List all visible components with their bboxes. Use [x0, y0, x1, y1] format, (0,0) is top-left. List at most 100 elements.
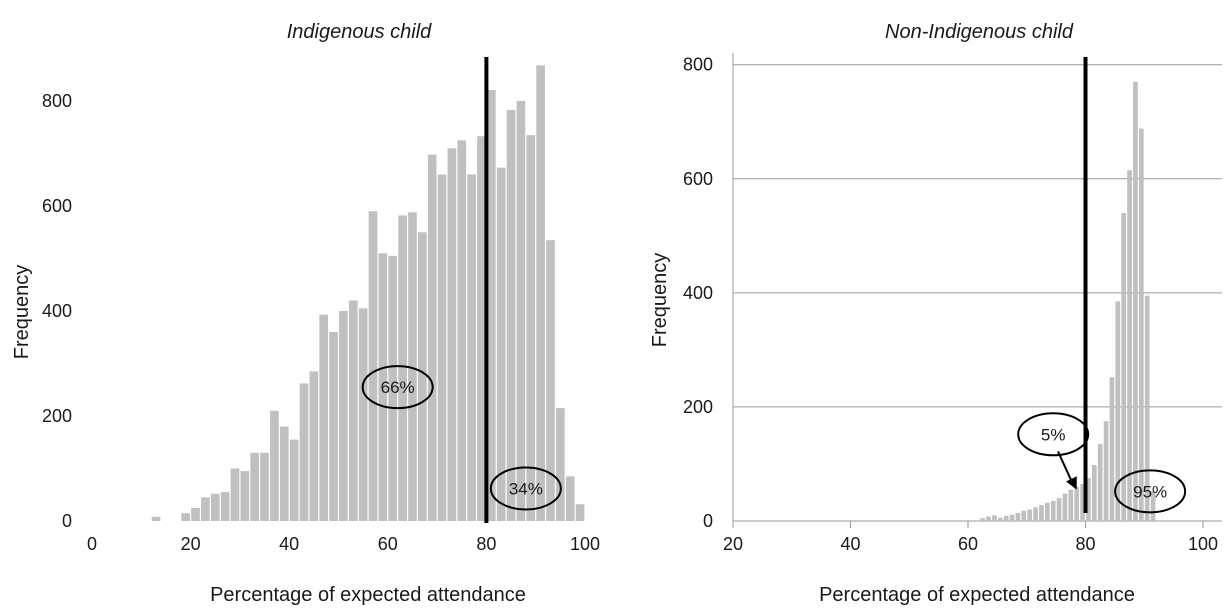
histogram-bar: [230, 468, 240, 521]
histogram-bar: [329, 332, 338, 521]
histogram-bar: [1103, 421, 1109, 521]
x-tick-label: 20: [181, 534, 201, 554]
histogram-bar: [992, 515, 997, 521]
y-tick-label: 200: [683, 397, 713, 417]
histogram-bar: [279, 426, 289, 521]
histogram-bar: [1138, 128, 1144, 521]
chart-indigenous: Indigenous child 66% 34% 0 200 400 600 800 0 2…: [11, 21, 600, 606]
histogram-bar: [1044, 502, 1050, 521]
histogram-bar: [986, 516, 991, 521]
annotation-label: 5%: [1041, 425, 1066, 444]
x-axis-label: Percentage of expected attendance: [210, 584, 526, 606]
histogram-bar: [398, 215, 407, 521]
chart-title: Non-Indigenous child: [885, 21, 1074, 43]
histogram-bar: [388, 255, 398, 521]
x-tick-label: 20: [723, 534, 743, 554]
x-tick-label: 0: [87, 534, 97, 554]
y-axis-label: Frequency: [11, 265, 33, 360]
histogram-bar: [526, 135, 536, 521]
histogram-bar: [1127, 170, 1132, 521]
histogram-bar: [1039, 505, 1044, 521]
annotation-label: 66%: [381, 378, 415, 397]
annotation-label: 95%: [1133, 482, 1167, 501]
histogram-bar: [575, 504, 585, 521]
histogram-bar: [319, 314, 329, 521]
histogram-bar: [1033, 507, 1038, 521]
y-axis-label: Frequency: [649, 253, 671, 348]
arrow-head: [1066, 476, 1077, 490]
histogram-bar: [1062, 493, 1068, 521]
y-tick-label: 200: [42, 406, 72, 426]
histogram-bar: [348, 300, 358, 521]
annotation-ellipse: [489, 466, 562, 511]
y-tick-label: 600: [42, 196, 72, 216]
x-ticks: 0 20 40 60 80 100: [87, 534, 600, 554]
histogram-bar: [250, 452, 260, 521]
histogram-bar: [997, 517, 1003, 521]
histogram-bar: [1015, 513, 1021, 521]
y-tick-label: 400: [683, 283, 713, 303]
histogram-bar: [1056, 498, 1062, 521]
histogram-bar: [1133, 81, 1138, 521]
histogram-bar: [408, 212, 417, 522]
histogram-bar: [358, 308, 368, 521]
histogram-bar: [506, 109, 516, 522]
x-axis-label: Percentage of expected attendance: [819, 584, 1135, 606]
histogram-bar: [260, 452, 269, 521]
y-tick-label: 800: [683, 55, 713, 75]
x-tick-label: 40: [840, 534, 860, 554]
annotation-ellipse: [1114, 469, 1187, 514]
histogram-bar: [437, 174, 447, 521]
histogram-bar: [447, 148, 457, 521]
histogram-bar: [339, 311, 348, 521]
bars-group: [980, 57, 1156, 521]
histogram-bar: [565, 476, 575, 521]
annotation-ellipse: [1017, 412, 1090, 457]
histogram-bar: [1121, 213, 1127, 521]
histogram-bar: [556, 408, 565, 521]
y-ticks: 0 200 400 600 800: [42, 91, 72, 531]
histogram-bar: [427, 154, 437, 522]
histogram-bar: [467, 174, 476, 521]
histogram-bar: [181, 513, 190, 521]
histogram-bar: [1027, 509, 1033, 521]
annotations-group: 66% 34%: [361, 365, 562, 511]
histogram-bar: [1074, 486, 1080, 521]
histogram-bar: [1091, 465, 1097, 521]
histogram-bar: [457, 140, 467, 521]
histogram-bar: [546, 240, 555, 521]
chart-title: Indigenous child: [287, 21, 432, 43]
y-tick-label: 0: [703, 511, 713, 531]
histogram-bar: [1021, 510, 1027, 521]
histogram-bar: [299, 383, 309, 521]
histogram-bar: [240, 471, 250, 521]
y-tick-label: 800: [42, 91, 72, 111]
histogram-bar: [417, 232, 427, 521]
histogram-bar: [201, 497, 210, 521]
x-tick-label: 60: [958, 534, 978, 554]
histogram-bar: [1080, 483, 1085, 521]
y-ticks: 0 200 400 600 800: [683, 55, 713, 531]
x-tick-label: 100: [570, 534, 600, 554]
histogram-bar: [1050, 501, 1056, 521]
histogram-bar: [516, 101, 526, 521]
histogram-bar: [1115, 301, 1121, 521]
histogram-bar: [289, 439, 299, 521]
histogram-bar: [220, 492, 230, 521]
histogram-bar: [487, 89, 496, 521]
histogram-bar: [151, 516, 161, 521]
histogram-bar: [1068, 489, 1074, 521]
annotation-ellipse: [361, 365, 434, 410]
histogram-bar: [1009, 514, 1015, 521]
x-tick-label: 100: [1188, 534, 1218, 554]
histogram-bar: [270, 410, 279, 521]
histogram-bar: [1003, 515, 1009, 521]
x-tick-label: 80: [1075, 534, 1095, 554]
x-tick-label: 60: [378, 534, 398, 554]
y-tick-label: 600: [683, 169, 713, 189]
y-tick-label: 400: [42, 301, 72, 321]
y-tick-label: 0: [62, 511, 72, 531]
x-ticks: 20 40 60 80 100: [723, 534, 1218, 554]
histogram-bar: [536, 65, 545, 522]
